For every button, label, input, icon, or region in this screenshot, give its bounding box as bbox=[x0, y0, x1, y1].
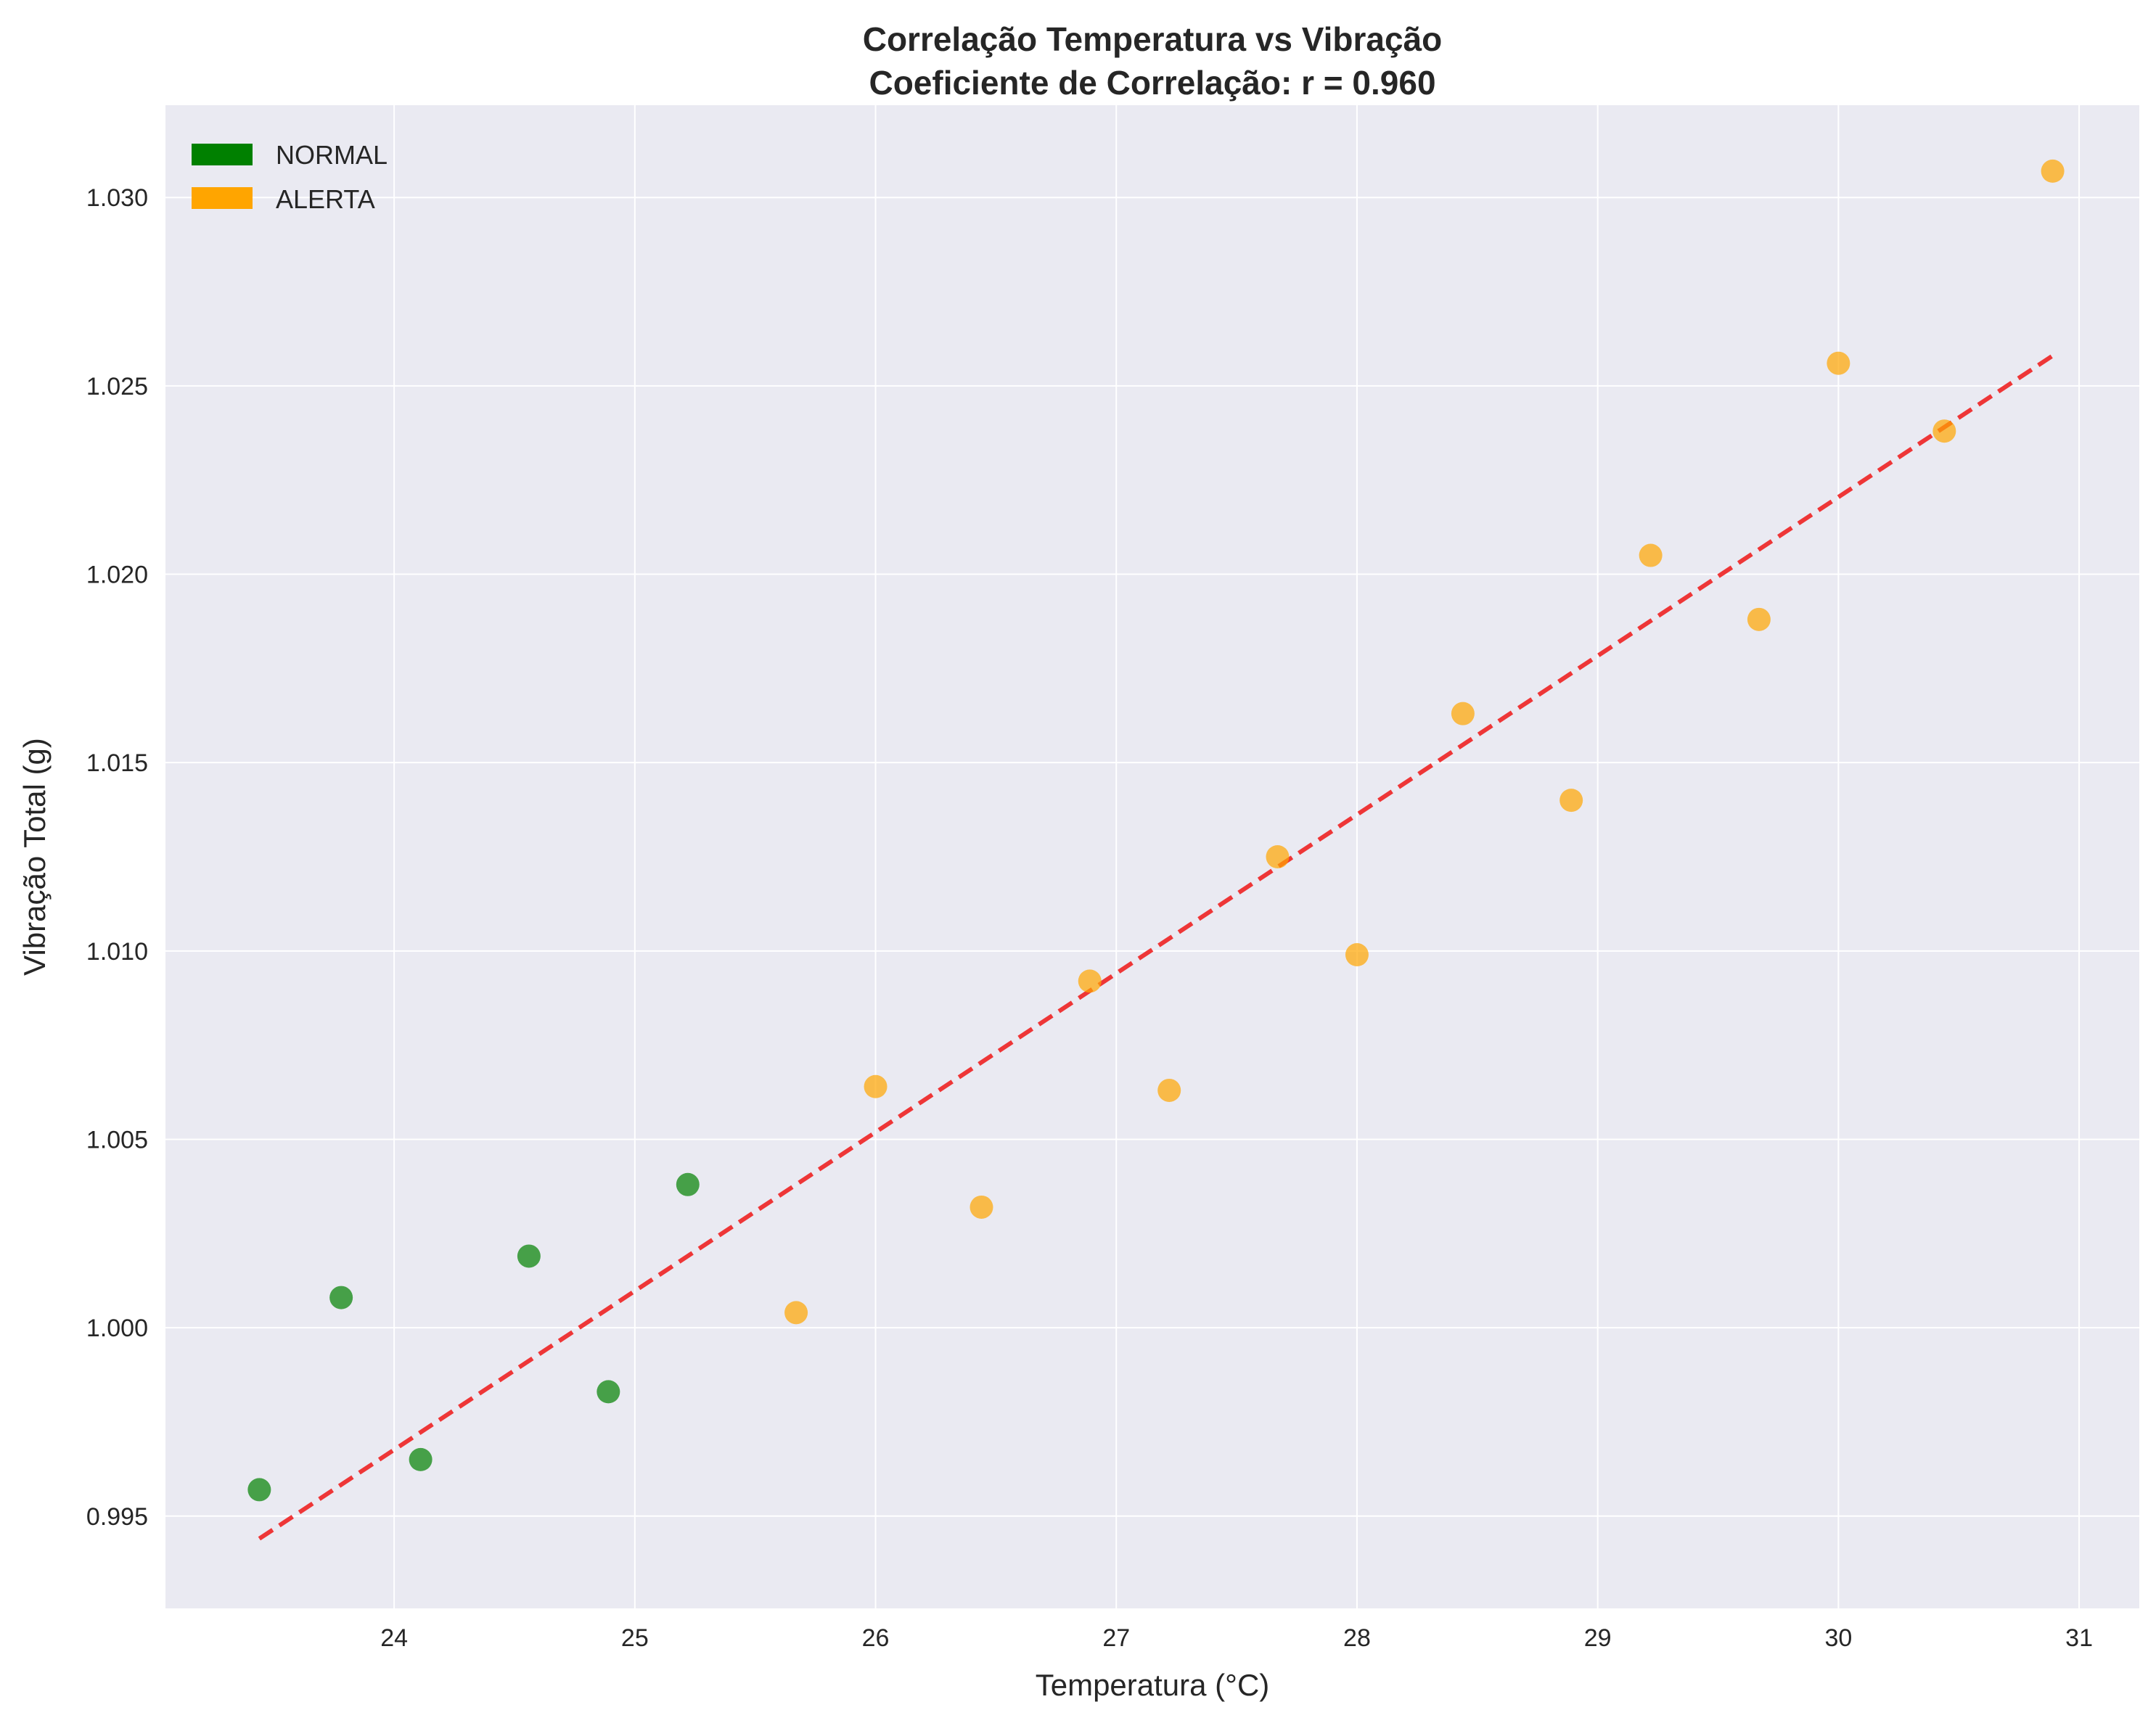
legend-swatch-alerta bbox=[192, 187, 253, 209]
x-tick-label: 28 bbox=[1343, 1624, 1371, 1652]
data-point-alerta bbox=[1078, 969, 1102, 993]
data-point-normal bbox=[329, 1286, 353, 1309]
y-tick-label: 1.015 bbox=[86, 749, 148, 777]
x-tick-label: 29 bbox=[1584, 1624, 1612, 1652]
x-tick-label: 30 bbox=[1824, 1624, 1852, 1652]
data-point-normal bbox=[676, 1172, 700, 1196]
data-point-alerta bbox=[1639, 543, 1663, 567]
x-tick-label: 24 bbox=[380, 1624, 408, 1652]
y-tick-label: 0.995 bbox=[86, 1503, 148, 1531]
data-point-alerta bbox=[1932, 419, 1956, 443]
y-tick-label: 1.000 bbox=[86, 1315, 148, 1342]
data-point-alerta bbox=[1266, 845, 1290, 868]
legend: NORMAL ALERTA bbox=[192, 140, 388, 214]
x-axis-label: Temperatura (°C) bbox=[1036, 1668, 1270, 1702]
y-axis-label: Vibração Total (g) bbox=[17, 738, 52, 976]
chart-title-line1: Correlação Temperatura vs Vibração bbox=[863, 20, 1443, 58]
y-tick-label: 1.005 bbox=[86, 1126, 148, 1154]
x-tick-label: 25 bbox=[621, 1624, 649, 1652]
legend-swatch-normal bbox=[192, 144, 253, 165]
x-tick-label: 26 bbox=[862, 1624, 890, 1652]
chart-title-line2: Coeficiente de Correlação: r = 0.960 bbox=[869, 64, 1435, 102]
data-point-alerta bbox=[2041, 159, 2065, 183]
legend-label-alerta: ALERTA bbox=[276, 184, 375, 214]
legend-label-normal: NORMAL bbox=[276, 140, 388, 170]
data-point-alerta bbox=[784, 1301, 808, 1325]
data-point-alerta bbox=[1747, 607, 1771, 631]
x-axis-ticks: 24 25 26 27 28 29 30 31 bbox=[380, 1624, 2093, 1652]
data-point-normal bbox=[597, 1380, 620, 1404]
y-tick-label: 1.020 bbox=[86, 562, 148, 589]
data-point-alerta bbox=[1451, 702, 1475, 725]
data-points bbox=[247, 159, 2065, 1502]
data-point-alerta bbox=[1827, 351, 1850, 375]
y-tick-label: 1.010 bbox=[86, 938, 148, 966]
x-tick-label: 31 bbox=[2065, 1624, 2093, 1652]
plot-area bbox=[165, 105, 2139, 1608]
data-point-alerta bbox=[1559, 789, 1583, 813]
grid bbox=[165, 105, 2139, 1608]
data-point-alerta bbox=[1157, 1078, 1181, 1102]
data-point-normal bbox=[409, 1447, 433, 1471]
data-point-normal bbox=[517, 1244, 541, 1268]
data-point-normal bbox=[247, 1478, 271, 1502]
data-point-alerta bbox=[970, 1195, 993, 1219]
y-tick-label: 1.030 bbox=[86, 184, 148, 212]
y-axis-ticks: 0.995 1.000 1.005 1.010 1.015 1.020 1.025 1.030 bbox=[86, 184, 148, 1531]
x-tick-label: 27 bbox=[1102, 1624, 1130, 1652]
y-tick-label: 1.025 bbox=[86, 373, 148, 400]
data-point-alerta bbox=[1345, 943, 1369, 967]
data-point-alerta bbox=[864, 1074, 888, 1098]
